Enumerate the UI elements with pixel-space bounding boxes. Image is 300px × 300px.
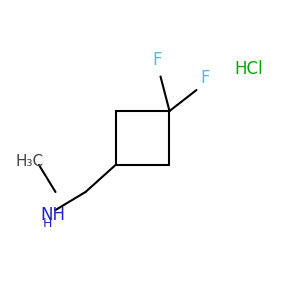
Text: F: F — [201, 69, 210, 87]
Text: NH: NH — [40, 206, 65, 224]
Text: H₃C: H₃C — [16, 154, 44, 169]
Text: HCl: HCl — [235, 60, 263, 78]
Text: H: H — [42, 217, 52, 230]
Text: F: F — [153, 51, 162, 69]
